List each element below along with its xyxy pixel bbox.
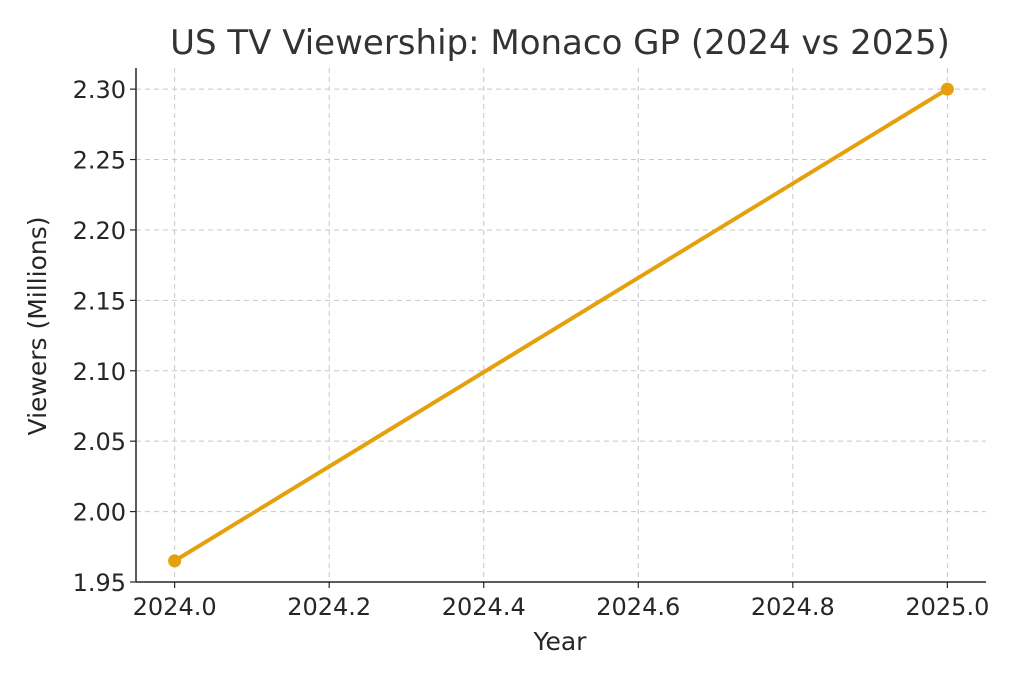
y-axis-ticks: 1.95 2.00 2.05 2.10 2.15 2.20 2.25 2.30 xyxy=(73,76,136,597)
x-tick-label: 2025.0 xyxy=(905,593,989,621)
x-tick-label: 2024.6 xyxy=(596,593,680,621)
chart-title: US TV Viewership: Monaco GP (2024 vs 202… xyxy=(170,23,950,63)
x-tick-label: 2024.2 xyxy=(287,593,371,621)
y-axis-label: Viewers (Millions) xyxy=(23,217,52,436)
y-tick-label: 2.00 xyxy=(73,499,126,527)
x-tick-label: 2024.4 xyxy=(442,593,526,621)
x-tick-label: 2024.0 xyxy=(133,593,217,621)
series-layer xyxy=(168,82,954,568)
x-axis-label: Year xyxy=(533,627,588,656)
data-point xyxy=(168,554,182,568)
series-line xyxy=(172,87,950,563)
y-tick-label: 1.95 xyxy=(73,569,126,597)
y-tick-label: 2.30 xyxy=(73,76,126,104)
y-tick-label: 2.25 xyxy=(73,147,126,175)
y-tick-label: 2.15 xyxy=(73,287,126,315)
y-tick-label: 2.05 xyxy=(73,428,126,456)
axes-spines xyxy=(135,68,986,583)
data-point xyxy=(940,82,954,96)
y-tick-label: 2.10 xyxy=(73,358,126,386)
y-tick-label: 2.20 xyxy=(73,217,126,245)
x-tick-label: 2024.8 xyxy=(751,593,835,621)
x-axis-ticks: 2024.0 2024.2 2024.4 2024.6 2024.8 2025.0 xyxy=(133,582,989,621)
